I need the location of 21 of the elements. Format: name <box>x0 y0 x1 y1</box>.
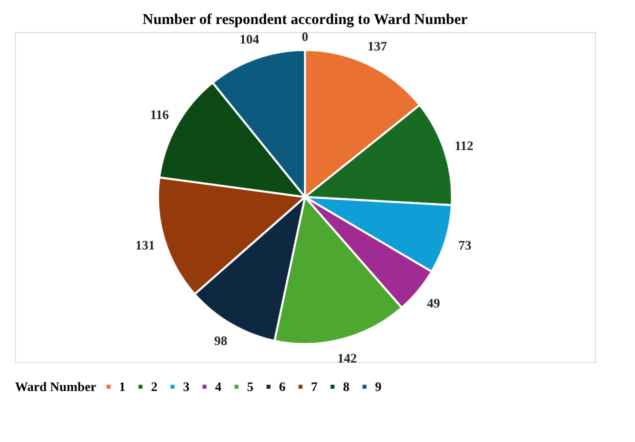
data-label: 49 <box>427 296 441 311</box>
legend-label: 8 <box>343 378 350 394</box>
text: 0 <box>302 29 308 44</box>
legend-label: 5 <box>247 378 254 394</box>
data-label: 142 <box>337 350 357 366</box>
legend-label: 1 <box>119 378 126 394</box>
legend-label: 4 <box>215 378 222 394</box>
legend-label: 2 <box>151 378 158 394</box>
data-label: 98 <box>214 333 228 348</box>
data-label: 104 <box>240 32 260 47</box>
legend-label: 3 <box>183 378 190 394</box>
legend-label: 6 <box>279 378 286 394</box>
data-label: 112 <box>454 138 474 154</box>
data-label: 116 <box>150 107 170 122</box>
data-label: 73 <box>458 237 472 252</box>
chart-title: Number of respondent according to Ward Number <box>142 12 468 28</box>
legend-label: 9 <box>375 378 382 394</box>
data-label: 137 <box>368 38 388 54</box>
data-label: 131 <box>135 237 155 252</box>
legend-title: Ward Number <box>15 379 96 394</box>
legend-label: 7 <box>311 378 318 394</box>
